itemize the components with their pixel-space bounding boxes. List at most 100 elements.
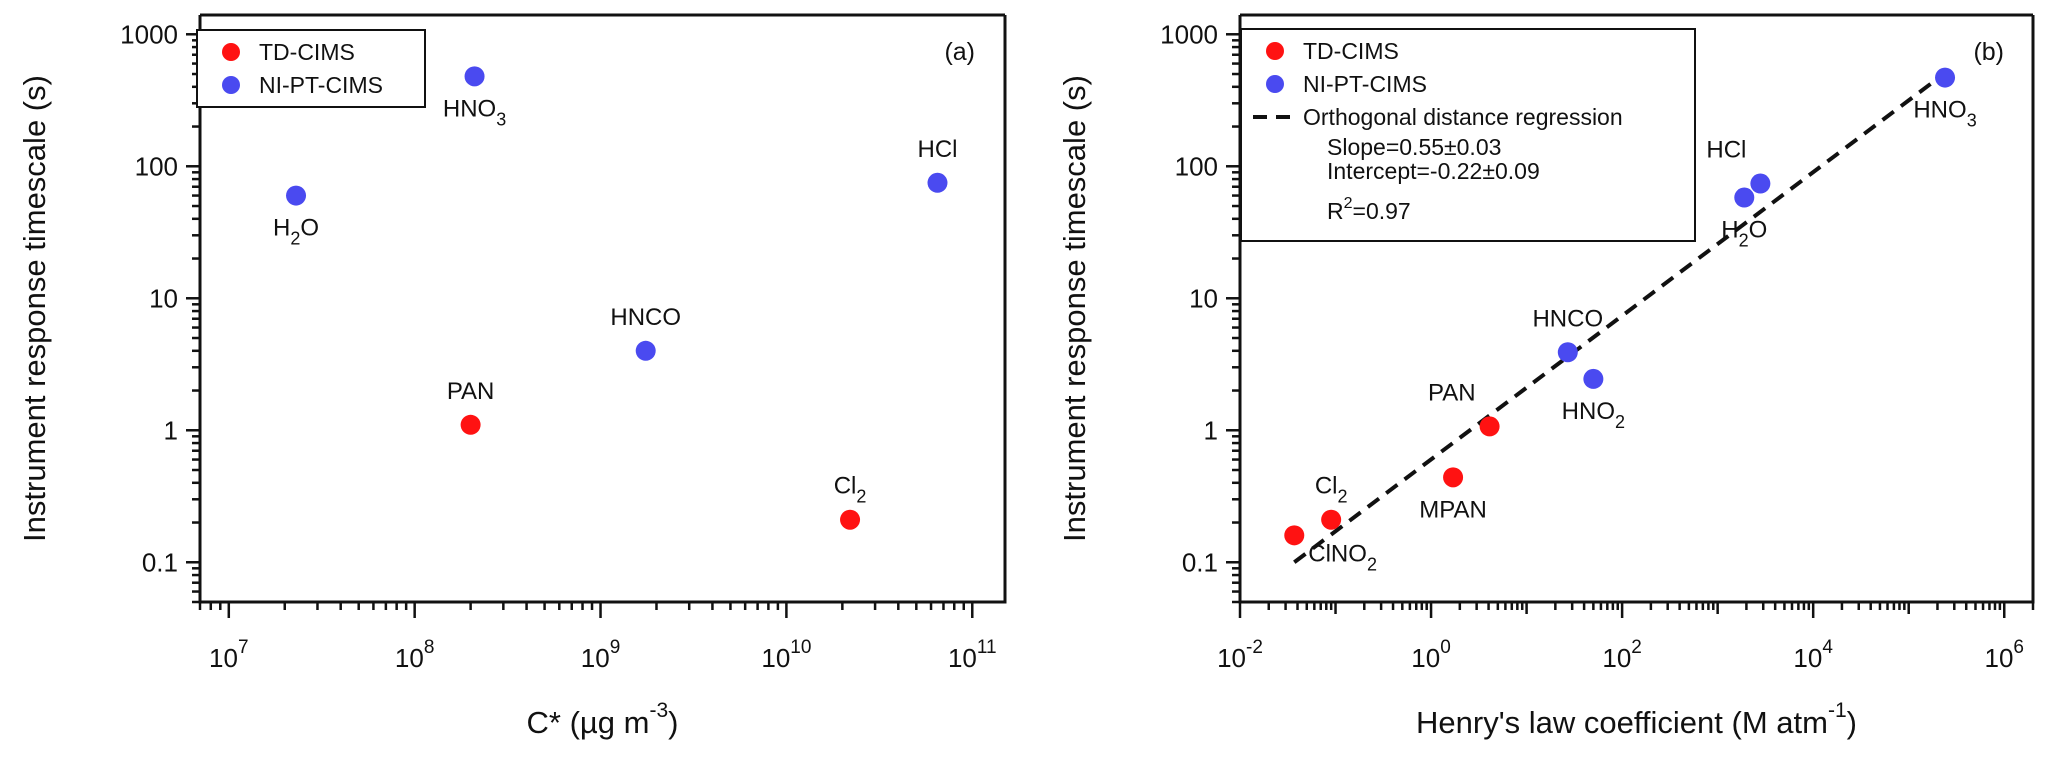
- x-tick-label: 102: [1602, 637, 1642, 673]
- x-tick-exponent: 8: [424, 637, 435, 658]
- r-squared-end: =0.97: [1353, 198, 1411, 224]
- point-label: Cl2: [1315, 473, 1348, 507]
- legend-label: Orthogonal distance regression: [1303, 104, 1623, 130]
- point-label-subscript: 2: [856, 487, 866, 507]
- point-label: PAN: [447, 378, 495, 405]
- x-tick-label: 106: [1984, 637, 2024, 673]
- regression-r-squared: R2=0.97: [1327, 195, 1411, 224]
- data-point: [1321, 509, 1342, 530]
- data-point: [1443, 467, 1464, 488]
- x-tick-base: 10: [395, 643, 424, 673]
- point-label-main: PAN: [1428, 379, 1476, 406]
- x-tick-exponent: 2: [1631, 637, 1642, 658]
- point-label-subscript: 3: [496, 109, 506, 129]
- point-label-main: H: [273, 215, 290, 242]
- x-axis-title: C* (µg m-3): [527, 699, 679, 740]
- point-label-main: Cl: [834, 473, 857, 500]
- y-tick-label: 0.1: [142, 547, 178, 577]
- x-tick-exponent: 7: [238, 637, 249, 658]
- legend-swatch-marker: [1266, 75, 1284, 93]
- regression-intercept: Intercept=-0.22±0.09: [1327, 158, 1540, 184]
- legend-label: TD-CIMS: [1303, 38, 1399, 64]
- panel-tag: (a): [944, 38, 975, 66]
- legend-swatch-marker: [1266, 42, 1284, 60]
- x-tick-exponent: 0: [1440, 637, 1451, 658]
- data-point: [464, 66, 485, 87]
- x-tick-base: 10: [1411, 643, 1440, 673]
- point-label-main: H: [1721, 217, 1738, 244]
- x-tick-label: 107: [209, 637, 249, 673]
- point-label-tail: O: [1749, 217, 1768, 244]
- x-axis-title-main: C* (µg m: [527, 705, 650, 740]
- point-label: HNO2: [1562, 398, 1625, 432]
- y-tick-label: 1000: [1160, 19, 1218, 49]
- x-axis-title: Henry's law coefficient (M atm-1): [1416, 699, 1857, 740]
- legend-label: TD-CIMS: [259, 39, 355, 65]
- legend-box: [1240, 28, 1696, 242]
- y-axis-title: Instrument response timescale (s): [1057, 75, 1092, 542]
- data-point: [635, 340, 656, 361]
- r-squared-exponent: 2: [1344, 195, 1353, 212]
- x-tick-base: 10: [1602, 643, 1631, 673]
- legend: TD-CIMS NI-PT-CIMS Orthogonal distance reg…: [1240, 28, 1696, 242]
- point-label: MPAN: [1419, 496, 1487, 523]
- x-tick-label: 1011: [948, 637, 997, 673]
- regression-slope: Slope=0.55±0.03: [1327, 134, 1501, 160]
- x-axis-title-end: ): [1847, 705, 1857, 740]
- data-point: [460, 414, 481, 435]
- data-point: [1479, 416, 1500, 437]
- x-tick-exponent: -2: [1246, 637, 1263, 658]
- legend-swatch-marker: [222, 76, 240, 94]
- point-label: H2O: [1721, 217, 1767, 251]
- point-label-subscript: 2: [1615, 412, 1625, 432]
- point-label-subscript: 2: [290, 229, 300, 249]
- point-label: HCl: [917, 136, 957, 163]
- x-tick-exponent: 4: [1822, 637, 1833, 658]
- y-tick-label: 10: [149, 283, 178, 313]
- x-tick-label: 100: [1411, 637, 1451, 673]
- point-label-main: MPAN: [1419, 496, 1487, 523]
- point-label-main: PAN: [447, 378, 495, 405]
- r-squared-main: R: [1327, 198, 1344, 224]
- y-tick-label: 100: [135, 151, 178, 181]
- x-tick-label: 104: [1793, 637, 1833, 673]
- x-axis-title-end: ): [668, 705, 678, 740]
- data-point: [927, 172, 948, 193]
- panel-tag: (b): [1973, 38, 2004, 66]
- data-point: [1557, 342, 1578, 363]
- point-label: HNO3: [1913, 97, 1976, 131]
- legend-swatch-marker: [222, 43, 240, 61]
- point-label: ClNO2: [1308, 540, 1377, 574]
- y-tick-label: 10: [1189, 283, 1218, 313]
- legend-box: [196, 29, 426, 108]
- x-tick-base: 10: [1793, 643, 1822, 673]
- x-tick-label: 108: [395, 637, 435, 673]
- x-tick-exponent: 9: [610, 637, 621, 658]
- data-point: [1935, 67, 1956, 88]
- point-label-subscript: 2: [1337, 487, 1347, 507]
- y-tick-label: 1: [1204, 415, 1218, 445]
- legend: TD-CIMS NI-PT-CIMS: [196, 29, 426, 108]
- point-label-main: HCl: [1706, 137, 1746, 164]
- x-tick-exponent: 10: [790, 637, 811, 658]
- data-point: [286, 185, 307, 206]
- point-label-subscript: 3: [1967, 111, 1977, 131]
- point-label-main: HNO: [1913, 97, 1966, 124]
- data-point: [840, 509, 861, 530]
- y-tick-label: 1000: [120, 19, 178, 49]
- y-tick-label: 0.1: [1182, 547, 1218, 577]
- x-axis-title-exponent: -1: [1828, 699, 1847, 722]
- point-label: HNCO: [610, 304, 681, 331]
- x-tick-exponent: 6: [2013, 637, 2024, 658]
- point-label-main: HCl: [917, 136, 957, 163]
- x-tick-base: 10: [761, 643, 790, 673]
- legend-label: NI-PT-CIMS: [259, 72, 383, 98]
- y-tick-label: 1: [164, 415, 178, 445]
- point-label-main: ClNO: [1308, 540, 1367, 567]
- x-tick-label: 10-2: [1217, 637, 1263, 673]
- point-label-subscript: 2: [1367, 554, 1377, 574]
- regression-line: [1293, 70, 1948, 564]
